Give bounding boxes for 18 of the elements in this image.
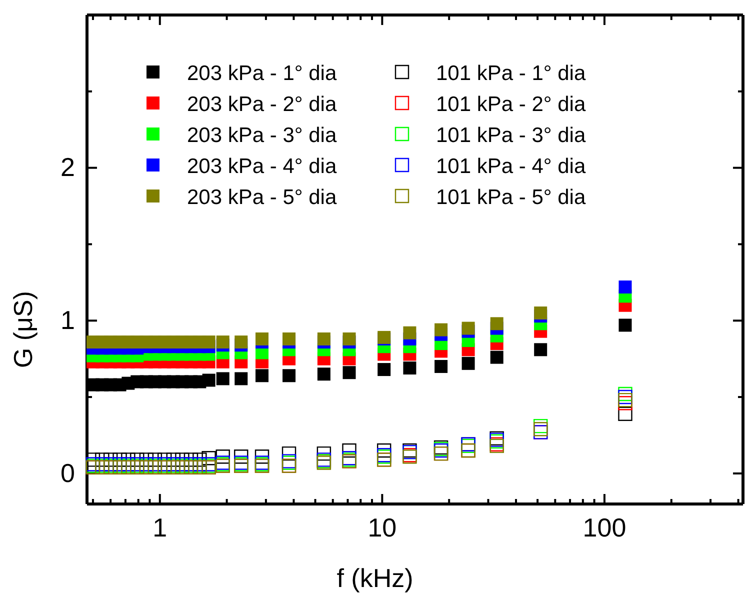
- y-tick-label: 1: [60, 304, 75, 335]
- legend-label: 203 kPa - 1° dia: [187, 62, 337, 85]
- y-tick-label: 0: [60, 458, 75, 488]
- x-tick-label: 10: [368, 512, 397, 542]
- legend-label: 101 kPa - 4° dia: [436, 155, 586, 178]
- legend-label: 101 kPa - 3° dia: [436, 124, 586, 147]
- x-tick-label: 1: [152, 512, 168, 542]
- legend-label: 203 kPa - 4° dia: [187, 155, 337, 178]
- legend-label: 101 kPa - 5° dia: [436, 186, 586, 209]
- legend-label: 203 kPa - 2° dia: [187, 93, 337, 116]
- legend-label: 101 kPa - 1° dia: [436, 62, 586, 85]
- x-axis-title: f (kHz): [336, 563, 414, 593]
- legend-label: 203 kPa - 3° dia: [187, 124, 337, 147]
- legend-label: 203 kPa - 5° dia: [187, 186, 337, 209]
- legend-label: 101 kPa - 2° dia: [436, 93, 586, 116]
- y-tick-label: 2: [60, 152, 75, 182]
- y-axis-title: G (μS): [8, 290, 38, 368]
- x-tick-label: 100: [582, 512, 626, 542]
